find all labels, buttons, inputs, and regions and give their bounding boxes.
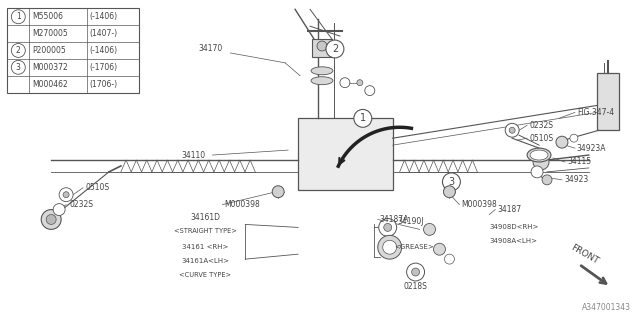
Circle shape	[442, 173, 460, 191]
Circle shape	[272, 186, 284, 198]
Text: 0232S: 0232S	[69, 200, 93, 209]
Circle shape	[378, 235, 402, 259]
Circle shape	[383, 240, 397, 254]
Text: P200005: P200005	[32, 46, 66, 55]
Circle shape	[444, 254, 454, 264]
Circle shape	[326, 40, 344, 58]
Text: M000398: M000398	[225, 200, 260, 209]
Circle shape	[46, 214, 56, 224]
Circle shape	[433, 243, 445, 255]
Text: 0218S: 0218S	[404, 282, 428, 292]
Text: 34161A<LH>: 34161A<LH>	[182, 258, 230, 264]
Text: 34923A: 34923A	[577, 144, 606, 153]
Circle shape	[354, 109, 372, 127]
Circle shape	[365, 86, 375, 96]
Text: 34187A: 34187A	[380, 215, 409, 224]
Circle shape	[406, 263, 424, 281]
Circle shape	[542, 175, 552, 185]
Circle shape	[53, 204, 65, 215]
Circle shape	[424, 223, 435, 235]
Circle shape	[340, 78, 350, 88]
Text: (-1406): (-1406)	[89, 12, 117, 21]
Circle shape	[379, 219, 397, 236]
Circle shape	[505, 123, 519, 137]
Text: 34161D: 34161D	[191, 213, 221, 222]
Text: 2: 2	[16, 46, 20, 55]
Text: (-1706): (-1706)	[89, 63, 117, 72]
Text: 3: 3	[449, 177, 454, 187]
Text: 34187: 34187	[497, 205, 522, 214]
Text: A347001343: A347001343	[582, 303, 630, 312]
Circle shape	[12, 10, 26, 24]
Circle shape	[63, 192, 69, 198]
Text: 34190J: 34190J	[397, 217, 424, 226]
Circle shape	[12, 60, 26, 74]
Circle shape	[556, 136, 568, 148]
Text: M000462: M000462	[32, 80, 68, 89]
Text: M000398: M000398	[461, 200, 497, 209]
Circle shape	[509, 127, 515, 133]
Ellipse shape	[530, 150, 548, 160]
Circle shape	[412, 268, 420, 276]
Text: M270005: M270005	[32, 29, 68, 38]
Ellipse shape	[311, 77, 333, 85]
Circle shape	[41, 210, 61, 229]
Text: M000372: M000372	[32, 63, 68, 72]
Circle shape	[533, 154, 549, 170]
Text: 34170: 34170	[198, 44, 223, 53]
Circle shape	[317, 41, 327, 51]
Ellipse shape	[311, 67, 333, 75]
Bar	[596, 73, 619, 130]
Text: 34161 <RH>: 34161 <RH>	[182, 244, 228, 250]
Text: (-1406): (-1406)	[89, 46, 117, 55]
Text: FRONT: FRONT	[569, 243, 600, 266]
Circle shape	[384, 223, 392, 231]
Text: 0510S: 0510S	[85, 183, 109, 192]
Text: 34110: 34110	[181, 150, 205, 160]
Text: (1706-): (1706-)	[89, 80, 117, 89]
Circle shape	[357, 80, 363, 86]
Text: <STRAIGHT TYPE>: <STRAIGHT TYPE>	[174, 228, 237, 234]
Text: <CURVE TYPE>: <CURVE TYPE>	[179, 272, 232, 278]
Text: FIG.347-4: FIG.347-4	[577, 108, 614, 117]
Text: 0510S: 0510S	[529, 134, 553, 143]
Circle shape	[531, 166, 543, 178]
Circle shape	[59, 188, 73, 202]
Text: 34908A<LH>: 34908A<LH>	[489, 238, 537, 244]
Text: 1: 1	[360, 113, 366, 124]
Text: 34115: 34115	[567, 157, 591, 166]
Circle shape	[12, 44, 26, 57]
Text: 34923: 34923	[564, 175, 588, 184]
Circle shape	[444, 186, 456, 198]
Text: 0232S: 0232S	[529, 121, 553, 130]
Text: M55006: M55006	[32, 12, 63, 21]
Bar	[8, 8, 139, 92]
Text: <GREASE>: <GREASE>	[395, 244, 435, 250]
Text: 34908D<RH>: 34908D<RH>	[489, 224, 539, 230]
Bar	[298, 118, 393, 190]
Bar	[312, 39, 332, 57]
Ellipse shape	[527, 148, 551, 162]
Circle shape	[570, 134, 578, 142]
Text: (1407-): (1407-)	[89, 29, 117, 38]
Text: 3: 3	[16, 63, 20, 72]
Text: 2: 2	[332, 44, 338, 54]
Text: 1: 1	[16, 12, 20, 21]
